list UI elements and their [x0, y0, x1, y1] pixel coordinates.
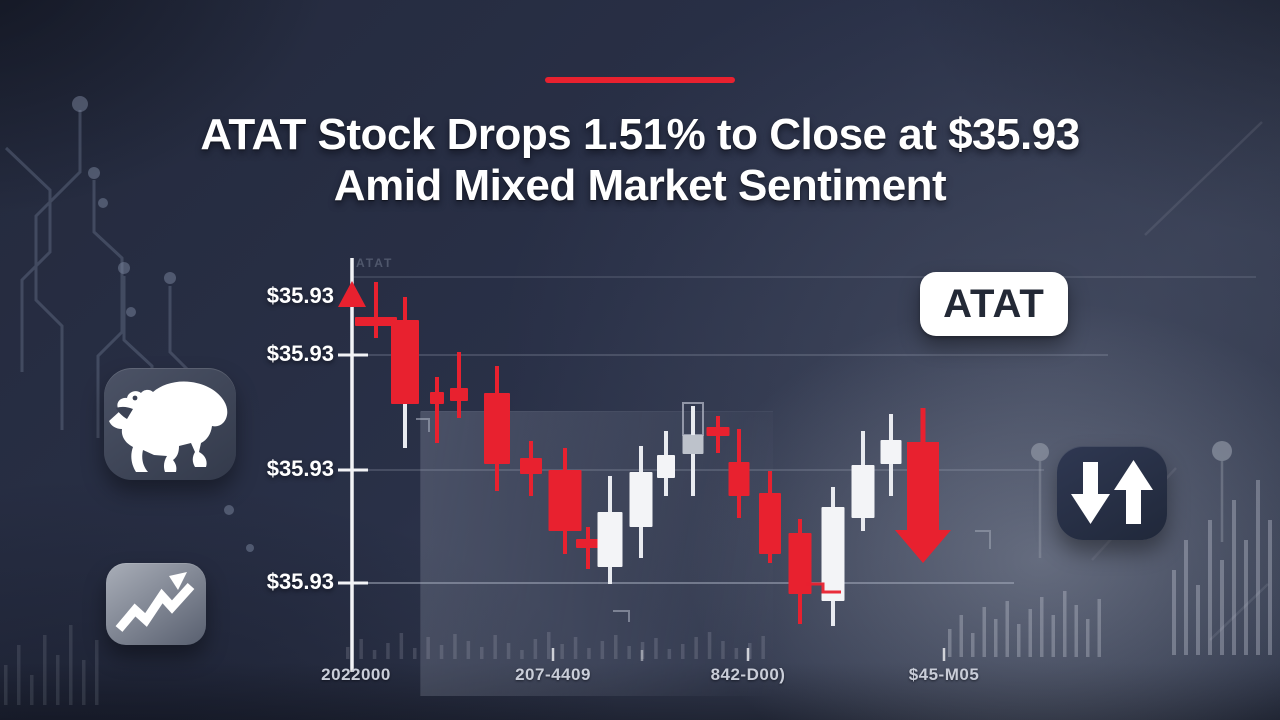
- chart-watermark: ATAT: [356, 256, 394, 270]
- candles: [355, 282, 902, 626]
- candlestick: [391, 297, 419, 448]
- ticker-badge: ATAT: [920, 272, 1068, 336]
- title-line-1: ATAT Stock Drops 1.51% to Close at $35.9…: [200, 110, 1080, 159]
- candlestick: [682, 406, 704, 496]
- title-accent-line: [545, 77, 735, 83]
- candlestick: [597, 476, 623, 584]
- candlestick: [450, 352, 468, 418]
- candlestick: [548, 448, 582, 554]
- trend-line-icon: [115, 572, 195, 632]
- x-axis-label: 207-4409: [515, 665, 591, 684]
- y-axis-label: $35.93: [266, 569, 334, 594]
- trend-icon-tile: [106, 563, 206, 645]
- x-axis-labels: 2022000 207-4409 842-D00) $45-M05: [0, 665, 1280, 695]
- price-axis: [338, 258, 946, 672]
- candlestick: [629, 446, 653, 558]
- page-title: ATAT Stock Drops 1.51% to Close at $35.9…: [0, 109, 1280, 211]
- x-axis-label: 842-D00): [710, 665, 786, 684]
- candlestick: [759, 471, 781, 563]
- candlestick: [576, 527, 600, 569]
- volume-bars: [4, 480, 1272, 705]
- x-axis-label: $45-M05: [908, 665, 980, 684]
- candlestick: [851, 431, 875, 531]
- up-down-arrows-icon: [1071, 460, 1153, 524]
- candlestick: [706, 416, 730, 453]
- candlestick: [355, 282, 397, 338]
- y-axis-label: $35.93: [266, 283, 334, 308]
- down-arrow-marker: [895, 408, 951, 563]
- up-triangle-marker: [338, 281, 366, 307]
- candlestick: [728, 429, 750, 518]
- y-axis-labels: $35.93 $35.93 $35.93 $35.93: [238, 0, 334, 720]
- candlestick: [657, 431, 675, 496]
- candlestick: [430, 377, 444, 443]
- y-axis-label: $35.93: [266, 341, 334, 366]
- candlestick: [788, 519, 812, 624]
- grid-lines: [338, 276, 1256, 584]
- ticker-badge-label: ATAT: [943, 281, 1045, 326]
- bear-icon: [109, 381, 228, 472]
- candlestick: [880, 414, 902, 496]
- arrows-icon-tile: [1057, 446, 1167, 540]
- step-marks: [416, 418, 991, 622]
- title-line-2: Amid Mixed Market Sentiment: [333, 161, 947, 210]
- candlestick: [821, 487, 845, 626]
- y-axis-label: $35.93: [266, 456, 334, 481]
- x-axis-label: 2022000: [321, 665, 391, 684]
- candlestick: [520, 441, 542, 496]
- bear-icon-tile: [104, 368, 236, 480]
- chart-highlight-panel: [420, 411, 773, 696]
- candlestick: [484, 366, 510, 491]
